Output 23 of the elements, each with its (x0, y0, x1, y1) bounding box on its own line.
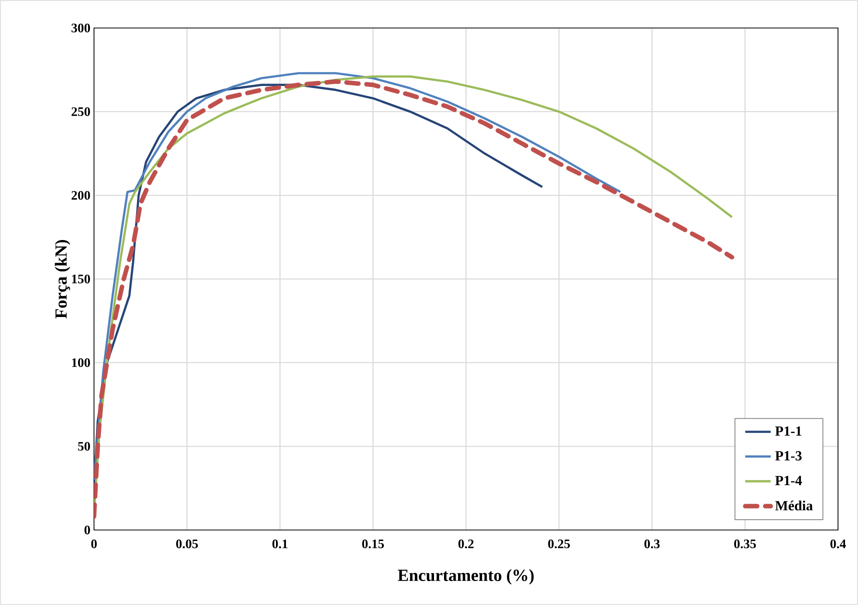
legend-label: P1-1 (775, 426, 802, 436)
y-tick-label: 50 (78, 442, 90, 451)
x-tick-label: 0.25 (548, 540, 570, 548)
line-series (94, 72, 622, 481)
x-tick-label: 0 (91, 540, 97, 548)
y-axis-title: Força (kN) (54, 240, 70, 318)
y-tick-label: 0 (84, 526, 90, 534)
x-tick-label: 0.2 (458, 540, 474, 548)
x-tick-label: 0.05 (176, 540, 198, 548)
legend-label: P1-4 (775, 476, 802, 486)
x-tick-label: 0.35 (734, 540, 756, 548)
x-axis-title: Encurtamento (%) (398, 569, 534, 585)
x-tick-label: 0.15 (362, 540, 384, 548)
y-tick-label: 200 (72, 190, 90, 200)
y-tick-label: 250 (72, 107, 90, 116)
y-tick-label: 300 (72, 24, 90, 32)
legend-label: P1-3 (775, 451, 802, 461)
x-tick-label: 0.1 (272, 540, 288, 548)
y-tick-label: 150 (72, 274, 90, 284)
x-tick-label: 0.4 (830, 540, 846, 548)
y-tick-label: 100 (72, 358, 90, 368)
x-tick-label: 0.3 (644, 540, 660, 548)
legend-label: Média (775, 500, 813, 510)
